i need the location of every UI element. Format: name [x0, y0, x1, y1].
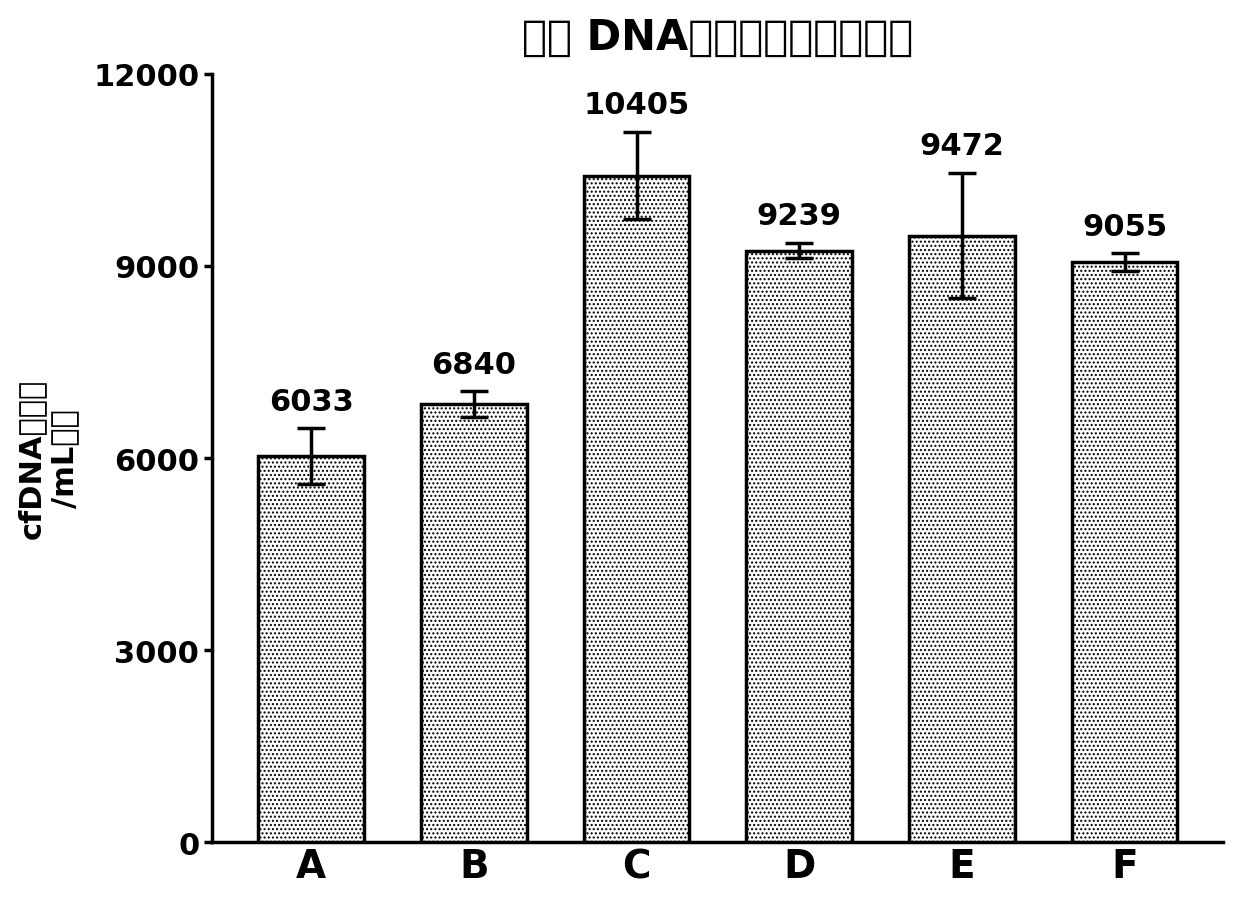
Text: 9472: 9472: [919, 132, 1004, 161]
Title: 血浆 DNA提取试剂盒性能比较: 血浆 DNA提取试剂盒性能比较: [522, 16, 914, 59]
Y-axis label: cfDNA拷贝数
/mL血浆: cfDNA拷贝数 /mL血浆: [16, 379, 79, 538]
Bar: [909, 236, 1014, 842]
Bar: [746, 252, 852, 842]
Bar: [1071, 263, 1178, 842]
Text: 9239: 9239: [756, 202, 842, 231]
Text: 10405: 10405: [584, 91, 689, 120]
Bar: [584, 177, 689, 842]
Text: 6033: 6033: [269, 387, 353, 416]
Bar: [258, 456, 365, 842]
Text: 6840: 6840: [432, 350, 516, 379]
Text: 9055: 9055: [1083, 212, 1167, 242]
Bar: [422, 405, 527, 842]
